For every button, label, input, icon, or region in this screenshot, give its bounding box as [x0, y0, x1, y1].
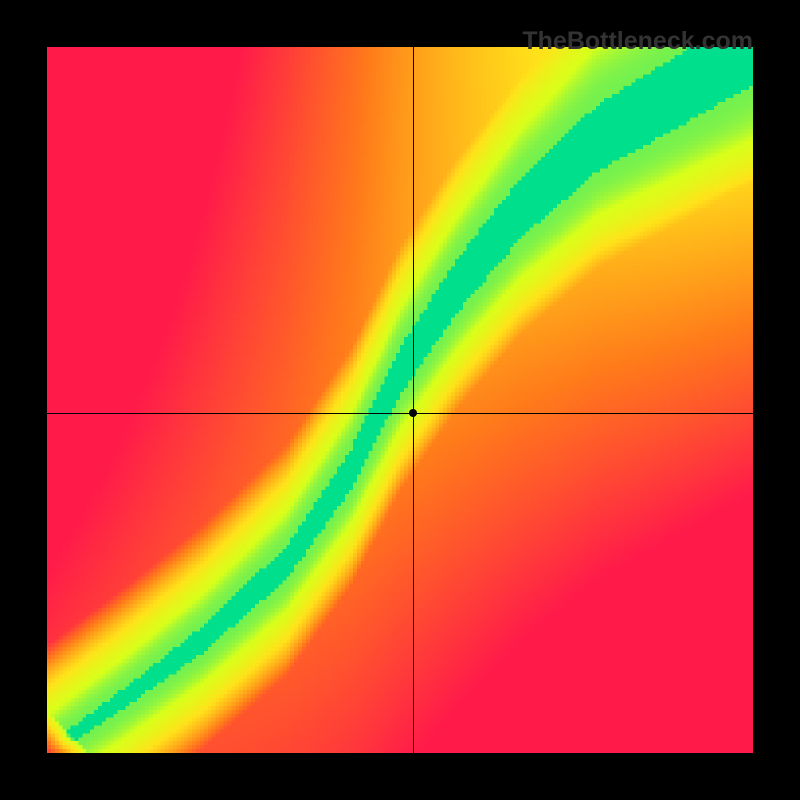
chart-container: TheBottleneck.com: [0, 0, 800, 800]
crosshair-horizontal: [47, 413, 753, 414]
crosshair-vertical: [413, 47, 414, 753]
bottleneck-heatmap: [47, 47, 753, 753]
watermark-text: TheBottleneck.com: [522, 27, 753, 56]
